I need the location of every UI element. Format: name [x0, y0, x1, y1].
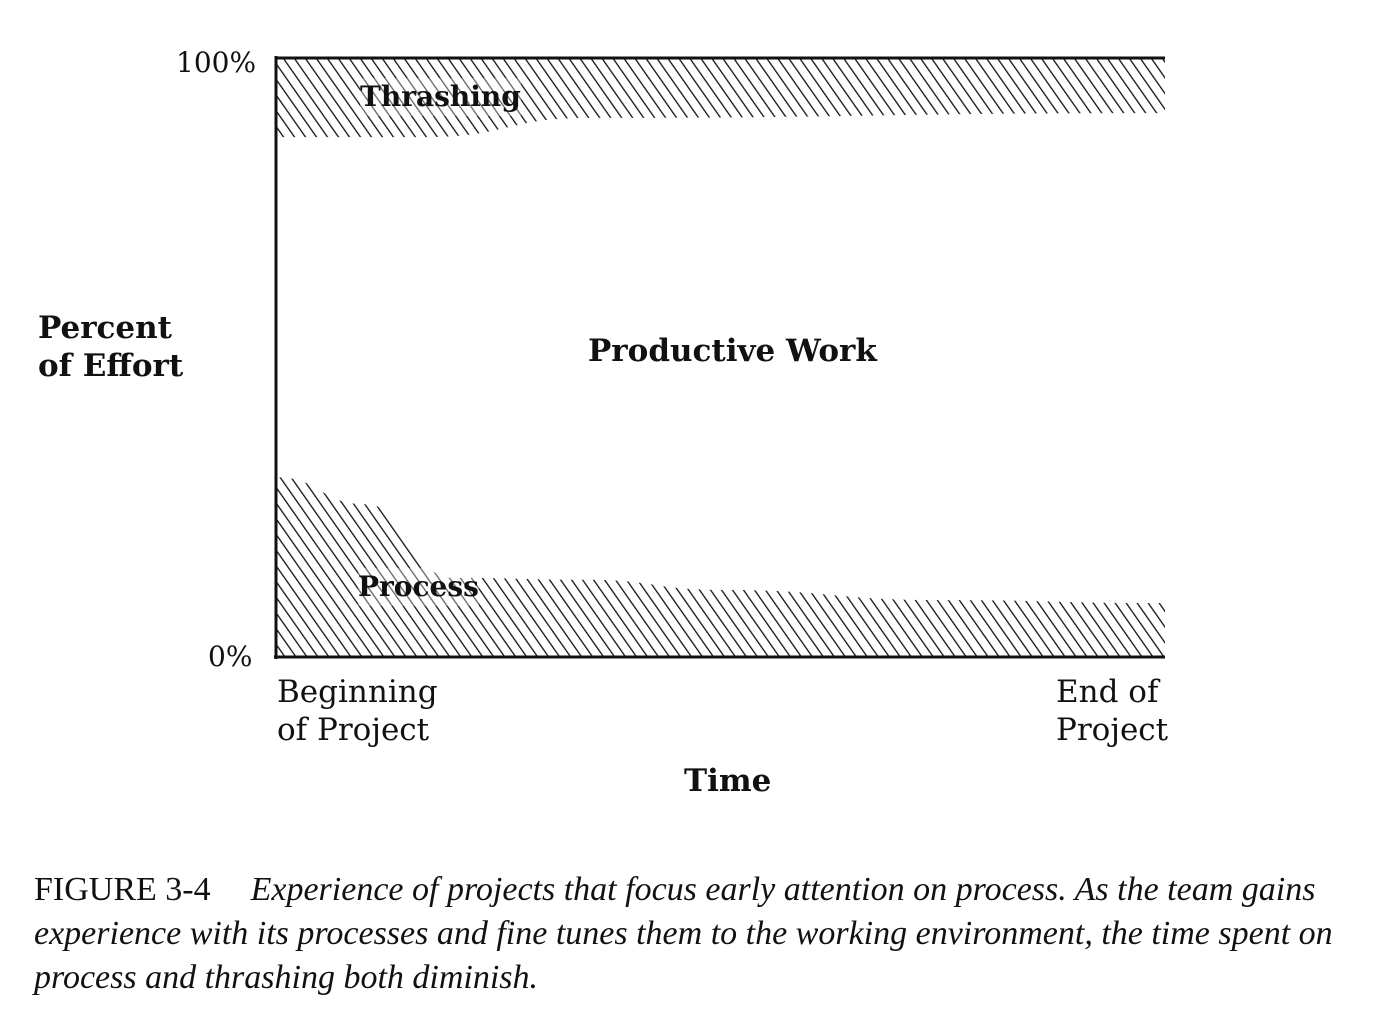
y-axis-label: Percent of Effort: [38, 309, 183, 385]
x-end-line-1: End of: [1056, 674, 1159, 710]
x-tick-start: Beginning of Project: [277, 673, 438, 749]
figure-label: FIGURE 3-4: [34, 871, 211, 908]
process-area: [276, 477, 1165, 657]
series-label-productive-work: Productive Work: [588, 333, 877, 369]
y-label-line-1: Percent: [38, 310, 172, 346]
x-end-line-2: Project: [1056, 712, 1169, 748]
y-tick-100: 100%: [176, 46, 257, 79]
chart-svg: [274, 56, 1165, 659]
y-tick-0: 0%: [208, 640, 253, 673]
y-label-line-2: of Effort: [38, 348, 184, 384]
thrashing-area: [276, 58, 1165, 138]
x-axis-label: Time: [684, 763, 772, 799]
x-start-line-2: of Project: [277, 712, 430, 748]
series-label-process: Process: [358, 568, 479, 606]
x-tick-end: End of Project: [1056, 673, 1168, 749]
series-label-thrashing: Thrashing: [360, 78, 521, 116]
caption-text: Experience of projects that focus early …: [34, 871, 1333, 996]
x-start-line-1: Beginning: [277, 674, 438, 710]
figure-caption: FIGURE 3-4 Experience of projects that fo…: [34, 868, 1354, 1000]
